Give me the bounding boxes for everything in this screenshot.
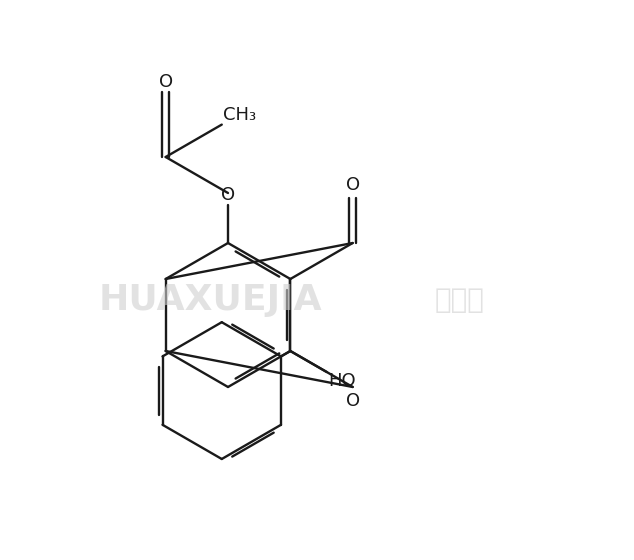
Text: O: O [221,186,235,204]
Text: 化学加: 化学加 [435,286,485,314]
Text: HO: HO [328,372,356,390]
Text: HUAXUEJIA: HUAXUEJIA [98,283,322,317]
Text: O: O [346,176,359,194]
Text: CH₃: CH₃ [223,106,256,124]
Text: O: O [346,392,359,410]
Text: O: O [158,73,172,91]
